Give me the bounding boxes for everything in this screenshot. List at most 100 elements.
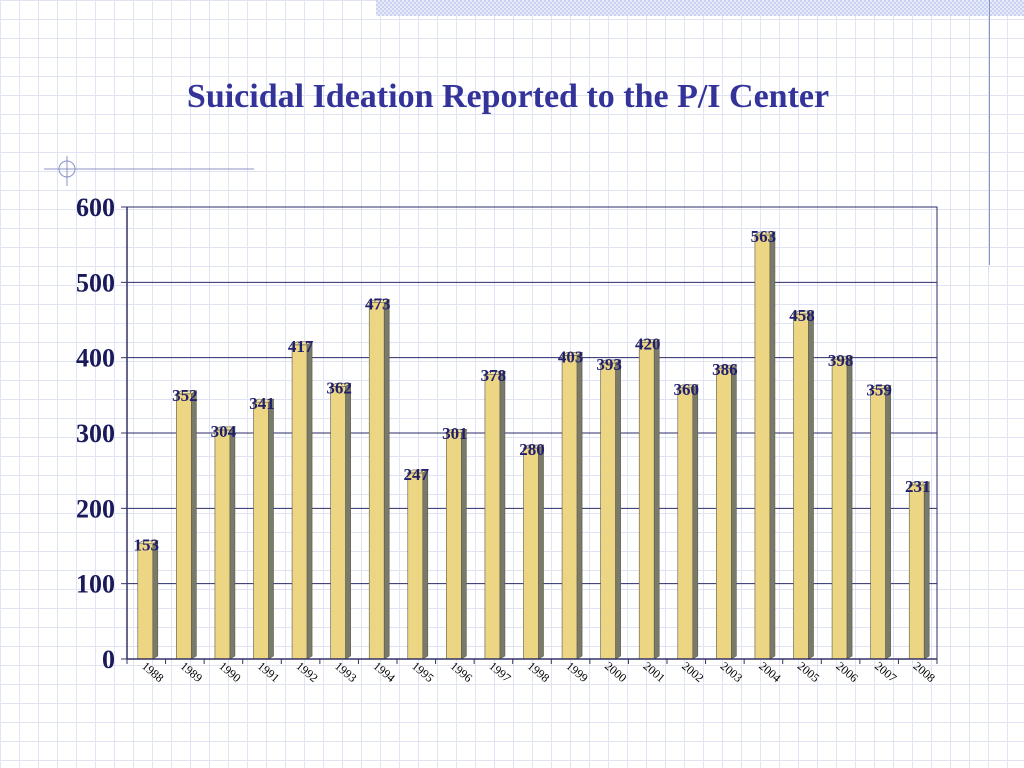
data-label: 247 bbox=[404, 465, 430, 484]
bar-face bbox=[638, 342, 655, 660]
bar-side bbox=[615, 359, 621, 660]
bar-face bbox=[446, 431, 462, 660]
y-tick-label: 600 bbox=[76, 193, 115, 222]
y-tick-label: 0 bbox=[102, 645, 115, 674]
bar-face bbox=[330, 385, 346, 660]
bar-2008 bbox=[908, 481, 931, 660]
bar-side bbox=[422, 469, 429, 660]
data-label: 231 bbox=[905, 477, 931, 496]
bar-1999 bbox=[560, 351, 584, 660]
bar-top bbox=[753, 231, 777, 236]
bar-side bbox=[383, 299, 390, 660]
x-tick-label: 1990 bbox=[216, 659, 243, 685]
bar-1989 bbox=[175, 390, 198, 660]
bar-side bbox=[846, 355, 853, 660]
data-label: 304 bbox=[211, 422, 237, 441]
x-tick-label: 2006 bbox=[833, 659, 860, 685]
bar-side bbox=[885, 385, 891, 660]
bar-face bbox=[831, 358, 848, 660]
data-label: 301 bbox=[442, 424, 468, 443]
bar-top bbox=[329, 382, 352, 387]
bar-1998 bbox=[522, 444, 545, 660]
bar-top bbox=[715, 364, 738, 369]
bar-face bbox=[291, 344, 308, 660]
bar-2000 bbox=[599, 359, 622, 660]
bar-top bbox=[869, 385, 892, 389]
data-label: 420 bbox=[635, 335, 661, 354]
bar-face bbox=[253, 401, 269, 660]
bar-face bbox=[677, 387, 694, 660]
bar-side bbox=[769, 231, 776, 660]
x-tick-label: 1996 bbox=[448, 659, 475, 685]
y-tick-label: 400 bbox=[76, 344, 115, 373]
bar-face bbox=[176, 393, 192, 660]
x-tick-label: 2003 bbox=[718, 659, 745, 685]
bar-side bbox=[923, 481, 930, 660]
slide-title: Suicidal Ideation Reported to the P/I Ce… bbox=[186, 78, 830, 115]
bar-side bbox=[191, 390, 197, 660]
bar-2004 bbox=[753, 231, 777, 660]
bar-1997 bbox=[483, 370, 507, 660]
bar-top bbox=[522, 444, 545, 449]
bar-top bbox=[560, 352, 584, 356]
data-label: 393 bbox=[596, 355, 622, 374]
bar-side bbox=[461, 428, 467, 660]
data-label: 398 bbox=[828, 351, 854, 370]
bar-side bbox=[152, 540, 159, 660]
bar-face bbox=[407, 472, 424, 660]
bar-face bbox=[484, 373, 501, 660]
bar-top bbox=[252, 398, 275, 403]
bar-side bbox=[692, 384, 699, 660]
x-tick-label: 1992 bbox=[293, 659, 320, 685]
y-tick-label: 300 bbox=[76, 419, 115, 448]
bar-top bbox=[792, 310, 815, 315]
data-label: 153 bbox=[134, 536, 160, 555]
x-tick-label: 2008 bbox=[911, 659, 938, 685]
x-tick-label: 2007 bbox=[872, 659, 899, 685]
x-tick-label: 1995 bbox=[409, 659, 436, 685]
data-label: 473 bbox=[365, 295, 391, 314]
bar-face bbox=[716, 367, 732, 660]
bar-face bbox=[754, 234, 771, 660]
chart-bars bbox=[136, 231, 931, 660]
bar-face bbox=[908, 484, 925, 660]
x-tick-label: 2004 bbox=[756, 659, 783, 685]
data-label: 352 bbox=[172, 386, 198, 405]
bar-top bbox=[445, 428, 468, 433]
bar-side bbox=[268, 398, 274, 660]
data-label: 359 bbox=[866, 381, 892, 400]
bar-side bbox=[499, 370, 506, 660]
bar-face bbox=[214, 429, 231, 660]
bar-top bbox=[638, 339, 661, 343]
bar-side bbox=[345, 382, 351, 660]
bar-side bbox=[576, 351, 583, 660]
bar-top bbox=[676, 384, 699, 389]
bar-side bbox=[229, 426, 236, 660]
data-label: 360 bbox=[674, 380, 700, 399]
bar-face bbox=[523, 447, 539, 660]
bar-top bbox=[368, 299, 391, 303]
data-label: 403 bbox=[558, 347, 584, 366]
data-label: 341 bbox=[249, 394, 275, 413]
bar-top bbox=[136, 540, 159, 545]
bar-top bbox=[483, 370, 507, 375]
data-label: 386 bbox=[712, 360, 738, 379]
x-tick-label: 1998 bbox=[525, 659, 552, 685]
x-tick-label: 1989 bbox=[178, 659, 205, 685]
x-tick-label: 1994 bbox=[371, 659, 398, 685]
bar-side bbox=[653, 339, 660, 660]
data-label: 458 bbox=[789, 306, 815, 325]
x-tick-label: 1993 bbox=[332, 659, 359, 685]
bar-side bbox=[306, 341, 313, 660]
data-label: 378 bbox=[481, 366, 507, 385]
bar-1996 bbox=[445, 428, 468, 660]
bar-2002 bbox=[676, 384, 699, 660]
data-label: 563 bbox=[751, 227, 777, 246]
bar-1992 bbox=[290, 341, 314, 660]
y-tick-label: 200 bbox=[76, 494, 115, 523]
bar-face bbox=[368, 302, 385, 660]
data-label: 417 bbox=[288, 337, 314, 356]
bar-face bbox=[793, 313, 809, 660]
x-tick-label: 1999 bbox=[563, 659, 590, 685]
